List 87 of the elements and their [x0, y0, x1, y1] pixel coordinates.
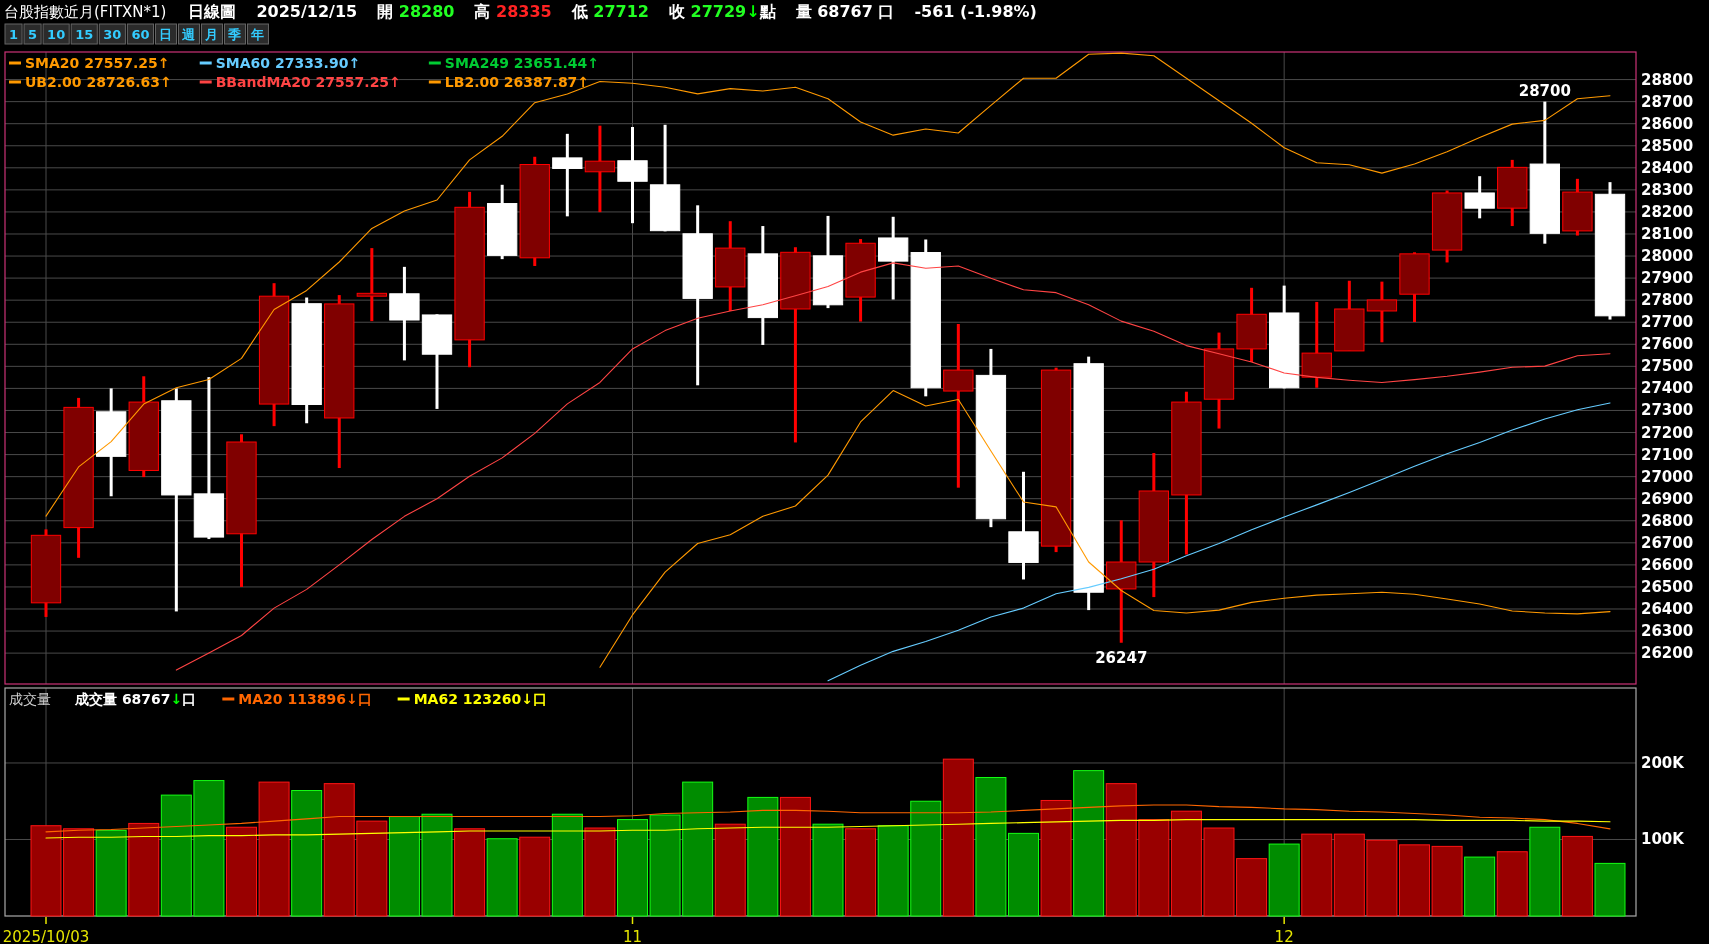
text: 日線圖: [188, 2, 237, 21]
candlestick: [584, 125, 616, 214]
text: 開 28280: [377, 2, 455, 21]
y-tick-label: 100K: [1641, 830, 1686, 849]
legend-label: MA20 113896↓口: [238, 691, 372, 707]
bar: [128, 822, 160, 917]
legend-label: SMA60 27333.90↑: [215, 55, 361, 71]
text: 1 5 10 15 30 60 日 週 月 季 年: [9, 27, 265, 42]
bar: [291, 790, 323, 917]
y-tick-label: 27100: [1641, 445, 1694, 464]
legend-label: BBandMA20 27557.25↑: [215, 74, 401, 90]
bar: [779, 796, 811, 917]
y-tick-label: 28800: [1641, 70, 1694, 89]
y-tick-label: 28600: [1641, 114, 1694, 133]
bar: [95, 829, 127, 917]
x-tick-label: 2025/10/03: [2, 928, 90, 944]
bar: [1464, 856, 1496, 917]
legend-label: LB2.00 26387.87↑: [444, 74, 590, 90]
y-tick-label: 27900: [1641, 269, 1694, 288]
text: 高 28335: [474, 2, 552, 21]
y-tick-label: 28700: [1641, 92, 1694, 111]
line-series: [827, 402, 1611, 682]
y-tick-label: 26300: [1641, 622, 1694, 641]
line-series: [45, 804, 1611, 833]
bar: [812, 823, 844, 917]
bar: [1594, 862, 1626, 917]
x-tick-label: 11: [622, 928, 643, 944]
y-tick-label: 27800: [1641, 291, 1694, 310]
bar: [1040, 799, 1072, 917]
y-tick-label: 26700: [1641, 533, 1694, 552]
y-tick-label: 28500: [1641, 136, 1694, 155]
chart-title: 成交量: [9, 691, 51, 707]
text: 2025/12/15: [256, 2, 358, 21]
y-tick-label: 27400: [1641, 379, 1694, 398]
legend-label: SMA249 23651.44↑: [444, 55, 600, 71]
bar: [1496, 851, 1528, 917]
bar: [454, 828, 486, 917]
line-series: [599, 390, 1611, 668]
bar: [714, 823, 746, 917]
y-tick-label: 26500: [1641, 577, 1694, 596]
bar: [486, 838, 518, 917]
y-tick-label: 27700: [1641, 313, 1694, 332]
y-tick-label: 27300: [1641, 401, 1694, 420]
text: 量 68767 口: [794, 2, 895, 21]
text: 低 27712: [570, 2, 649, 21]
text: -561 (-1.98%): [914, 2, 1037, 21]
bar: [1301, 833, 1333, 917]
bar: [942, 758, 974, 917]
candlestick: [552, 132, 583, 217]
y-tick-label: 26200: [1641, 644, 1694, 663]
bar: [1529, 826, 1561, 917]
legend-label: SMA20 27557.25↑: [25, 55, 170, 71]
annotation: 26247: [1095, 648, 1148, 667]
legend-label: MA62 123260↓口: [413, 691, 547, 707]
bar: [1073, 770, 1105, 917]
y-tick-label: 26800: [1641, 511, 1694, 530]
bar: [845, 828, 877, 917]
bar: [1561, 835, 1593, 917]
candlestick: [1366, 281, 1398, 343]
bar: [519, 836, 551, 917]
y-tick-label: 28400: [1641, 158, 1694, 177]
legend-label: UB2.00 28726.63↑: [25, 74, 172, 90]
bar: [1268, 843, 1300, 917]
y-tick-label: 28200: [1641, 202, 1694, 221]
bar: [551, 813, 583, 917]
y-tick-label: 28300: [1641, 180, 1694, 199]
y-tick-label: 200K: [1641, 753, 1686, 772]
line-series: [175, 262, 1611, 671]
y-tick-label: 26600: [1641, 555, 1694, 574]
text: 收 27729↓點: [668, 2, 776, 21]
chart-title: 台股指數近月(FITXN*1): [4, 3, 167, 21]
y-tick-label: 26400: [1641, 600, 1694, 618]
y-tick-label: 28100: [1641, 224, 1694, 243]
x-tick-label: 12: [1274, 928, 1294, 944]
line-series: [45, 819, 1611, 839]
bar: [584, 827, 616, 917]
bar: [747, 796, 779, 917]
annotation: 28700: [1518, 81, 1571, 100]
candlestick: [943, 323, 974, 488]
y-tick-label: 28000: [1641, 247, 1694, 266]
y-tick-label: 26900: [1641, 489, 1694, 508]
y-tick-label: 27000: [1641, 467, 1694, 486]
candlestick: [356, 248, 387, 323]
y-tick-label: 27200: [1641, 423, 1694, 442]
annotation: 成交量 68767↓口: [74, 691, 197, 707]
y-tick-label: 27600: [1641, 335, 1694, 354]
y-tick-label: 27500: [1641, 357, 1694, 376]
